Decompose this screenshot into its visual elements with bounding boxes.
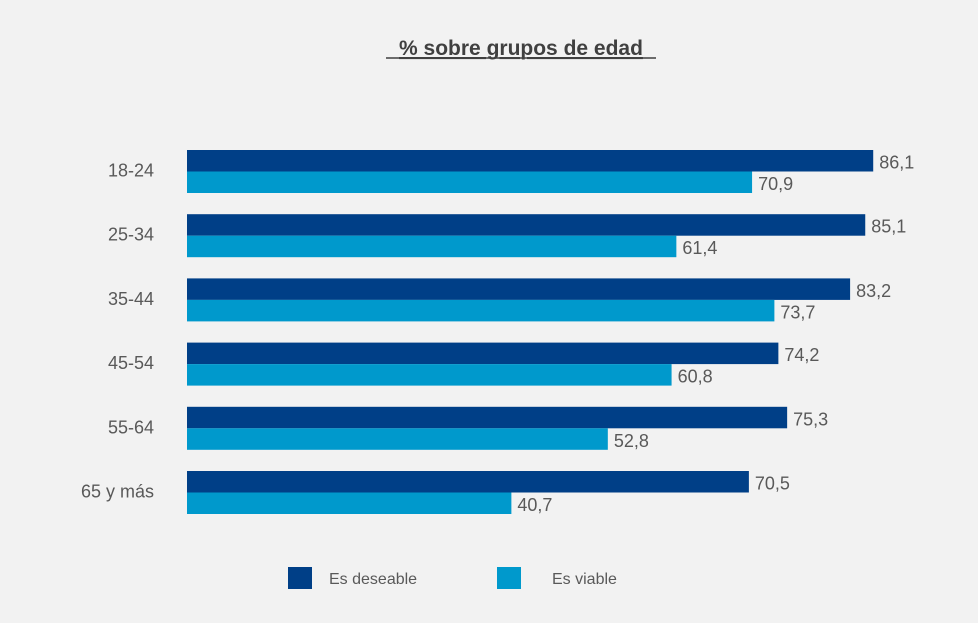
bar	[187, 342, 779, 365]
category-label: 55-64	[108, 417, 154, 437]
category-label: 25-34	[108, 225, 154, 245]
bar	[187, 150, 874, 172]
legend-swatch	[288, 567, 312, 589]
bar	[187, 406, 788, 429]
bar	[187, 214, 866, 236]
data-label: 86,1	[879, 153, 914, 173]
data-label: 52,8	[614, 431, 649, 451]
data-label: 70,5	[755, 474, 790, 494]
category-label: 45-54	[108, 353, 154, 373]
data-label: 70,9	[758, 174, 793, 194]
data-label: 60,8	[678, 367, 713, 387]
legend: Es deseable Es viable	[288, 567, 617, 589]
chart-title: % sobre grupos de edad	[399, 37, 643, 60]
legend-label: Es viable	[552, 571, 617, 588]
bar	[187, 492, 512, 514]
category-label: 35-44	[108, 289, 154, 309]
bar	[187, 171, 753, 193]
data-label: 73,7	[780, 302, 815, 322]
bar	[187, 278, 851, 300]
data-label: 61,4	[682, 238, 717, 258]
bar	[187, 235, 677, 258]
data-label: 40,7	[517, 495, 552, 515]
bar	[187, 299, 775, 322]
category-label: 18-24	[108, 161, 154, 181]
legend-swatch	[497, 567, 521, 589]
data-label: 75,3	[793, 409, 828, 429]
data-label: 85,1	[871, 217, 906, 237]
legend-label: Es deseable	[329, 571, 417, 588]
bars-group: 18-24 86,1 70,9 25-34 85,1 61,4 35-44 83,2 73,7 4…	[81, 150, 914, 515]
data-label: 74,2	[784, 345, 819, 365]
data-label: 83,2	[856, 281, 891, 301]
bar	[187, 428, 608, 450]
bar	[187, 364, 672, 386]
category-label: 65 y más	[81, 482, 154, 502]
bar	[187, 471, 749, 493]
